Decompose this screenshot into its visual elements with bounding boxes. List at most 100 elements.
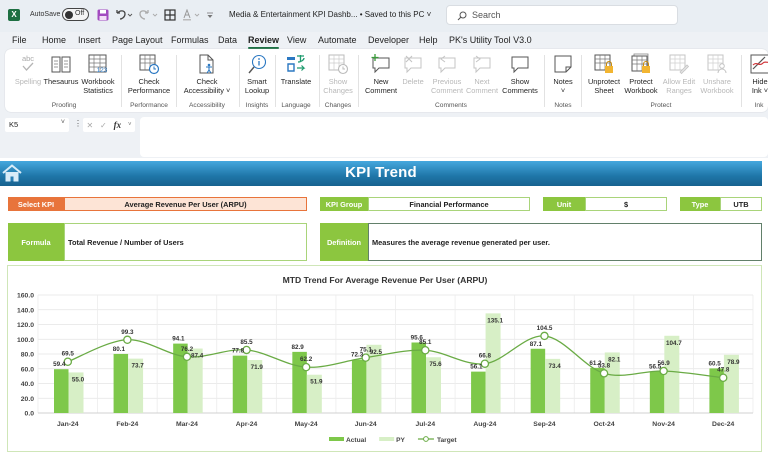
protect-workbook-button[interactable]: Protect Workbook bbox=[616, 52, 666, 98]
bar[interactable] bbox=[187, 348, 203, 413]
font-color-button[interactable] bbox=[182, 7, 202, 23]
cancel-icon[interactable]: ✕ bbox=[86, 120, 94, 130]
previous-comment-button[interactable]: Previous Comment bbox=[422, 52, 472, 98]
delete-comment-button[interactable]: Delete bbox=[388, 52, 438, 98]
bar[interactable] bbox=[128, 358, 144, 413]
bar[interactable] bbox=[306, 374, 322, 413]
spelling-button[interactable]: abc Spelling bbox=[5, 52, 53, 98]
line-marker[interactable] bbox=[361, 353, 370, 362]
tab-developer[interactable]: Developer bbox=[368, 35, 410, 45]
autosave-toggle[interactable]: Off bbox=[62, 8, 89, 21]
svg-text:76.2: 76.2 bbox=[181, 346, 194, 353]
bar[interactable] bbox=[351, 359, 367, 413]
undo-button[interactable] bbox=[114, 7, 134, 23]
bar[interactable] bbox=[426, 357, 441, 413]
notes-button[interactable]: Notes ˅ bbox=[538, 52, 588, 98]
series-py-bars bbox=[68, 313, 739, 413]
unprotect-sheet-button[interactable]: Unprotect Sheet bbox=[579, 52, 629, 98]
bar[interactable] bbox=[664, 335, 680, 413]
bar[interactable] bbox=[173, 343, 188, 413]
show-comments-button[interactable]: Show Comments bbox=[495, 52, 545, 98]
line-marker[interactable] bbox=[63, 357, 73, 366]
svg-text:Sep-24: Sep-24 bbox=[533, 421, 556, 428]
tab-help[interactable]: Help bbox=[419, 35, 438, 45]
thesaurus-button[interactable]: Thesaurus bbox=[36, 52, 86, 98]
search-box[interactable]: Search bbox=[446, 5, 678, 25]
unit-value: $ bbox=[585, 197, 667, 211]
select-kpi-dropdown[interactable]: Average Revenue Per User (ARPU) bbox=[64, 197, 307, 211]
mtd-trend-chart: MTD Trend For Average Revenue Per User (… bbox=[7, 265, 762, 452]
workbook-statistics-button[interactable]: 123 Workbook Statistics bbox=[73, 52, 123, 98]
group-separator bbox=[581, 55, 582, 107]
name-box[interactable]: K5 ˅ bbox=[5, 118, 69, 132]
line-marker[interactable] bbox=[540, 331, 549, 341]
new-comment-label: New Comment bbox=[364, 77, 398, 96]
line-marker[interactable] bbox=[480, 359, 490, 368]
bar[interactable] bbox=[590, 367, 605, 413]
line-marker[interactable] bbox=[659, 366, 668, 376]
new-comment-button[interactable]: New Comment bbox=[356, 52, 406, 98]
line-marker[interactable] bbox=[182, 352, 192, 362]
bar[interactable] bbox=[604, 352, 620, 413]
chevron-down-icon[interactable]: ˅ bbox=[60, 119, 65, 126]
unprotect-sheet-icon bbox=[579, 52, 629, 76]
expand-chevron-icon[interactable]: ˅ bbox=[128, 122, 132, 128]
tab-pk-utility-tool[interactable]: PK's Utility Tool V3.0 bbox=[449, 35, 532, 45]
tab-view[interactable]: View bbox=[287, 35, 307, 45]
bar[interactable] bbox=[723, 354, 739, 413]
customize-qat-button[interactable] bbox=[205, 7, 215, 23]
tab-home[interactable]: Home bbox=[42, 35, 67, 45]
tab-review[interactable]: Review bbox=[248, 35, 280, 49]
svg-text:95.6: 95.6 bbox=[411, 334, 424, 341]
line-marker[interactable] bbox=[242, 345, 251, 355]
bar[interactable] bbox=[232, 355, 248, 413]
insert-function-icon[interactable]: fx bbox=[113, 120, 122, 130]
hide-ink-button[interactable]: Hide Ink ˅ bbox=[735, 52, 768, 98]
line-marker[interactable] bbox=[599, 369, 609, 378]
tab-data[interactable]: Data bbox=[218, 35, 238, 45]
bar[interactable] bbox=[649, 371, 665, 413]
line-marker[interactable] bbox=[718, 373, 728, 382]
check-accessibility-button[interactable]: Check Accessibility ˅ bbox=[182, 52, 232, 98]
document-title[interactable]: Media & Entertainment KPI Dashb... • Sav… bbox=[229, 10, 432, 19]
svg-text:71.9: 71.9 bbox=[251, 364, 264, 371]
unshare-workbook-button[interactable]: Unshare Workbook bbox=[692, 52, 742, 98]
enter-icon[interactable]: ✓ bbox=[100, 120, 107, 130]
smart-lookup-button[interactable]: Smart Lookup bbox=[232, 52, 282, 98]
tab-page-layout[interactable]: Page Layout bbox=[112, 35, 163, 45]
bar[interactable] bbox=[530, 348, 546, 413]
tab-insert[interactable]: Insert bbox=[78, 35, 101, 45]
bar[interactable] bbox=[366, 344, 382, 413]
home-button[interactable] bbox=[2, 164, 22, 188]
translate-button[interactable]: Translate bbox=[271, 52, 321, 98]
formula-input[interactable] bbox=[140, 117, 768, 157]
save-button[interactable] bbox=[96, 7, 109, 23]
select-kpi-label: Select KPI bbox=[8, 197, 64, 211]
borders-button[interactable] bbox=[163, 7, 176, 23]
tab-automate[interactable]: Automate bbox=[318, 35, 357, 45]
bar[interactable] bbox=[471, 371, 486, 413]
more-options-icon[interactable]: ⋮ bbox=[74, 119, 82, 128]
line-marker[interactable] bbox=[421, 345, 430, 355]
svg-text:82.1: 82.1 bbox=[608, 356, 621, 363]
bar[interactable] bbox=[113, 353, 129, 413]
svg-text:Mar-24: Mar-24 bbox=[176, 421, 198, 428]
svg-text:120.0: 120.0 bbox=[17, 322, 34, 329]
bar[interactable] bbox=[411, 342, 427, 413]
toggle-knob bbox=[65, 11, 73, 19]
check-performance-button[interactable]: Check Performance bbox=[124, 52, 174, 98]
next-comment-button[interactable]: Next Comment bbox=[457, 52, 507, 98]
line-marker[interactable] bbox=[123, 335, 132, 345]
kpi-group-value: Financial Performance bbox=[368, 197, 530, 211]
tab-file[interactable]: File bbox=[12, 35, 27, 45]
bar[interactable] bbox=[545, 358, 561, 413]
bar[interactable] bbox=[54, 369, 69, 413]
tab-formulas[interactable]: Formulas bbox=[171, 35, 209, 45]
line-marker[interactable] bbox=[301, 362, 311, 372]
redo-button[interactable] bbox=[139, 7, 159, 23]
show-changes-button[interactable]: Show Changes bbox=[313, 52, 363, 98]
bar[interactable] bbox=[485, 313, 501, 413]
bar[interactable] bbox=[247, 359, 263, 413]
allow-edit-ranges-button[interactable]: Allow Edit Ranges bbox=[654, 52, 704, 98]
bar[interactable] bbox=[68, 372, 84, 413]
